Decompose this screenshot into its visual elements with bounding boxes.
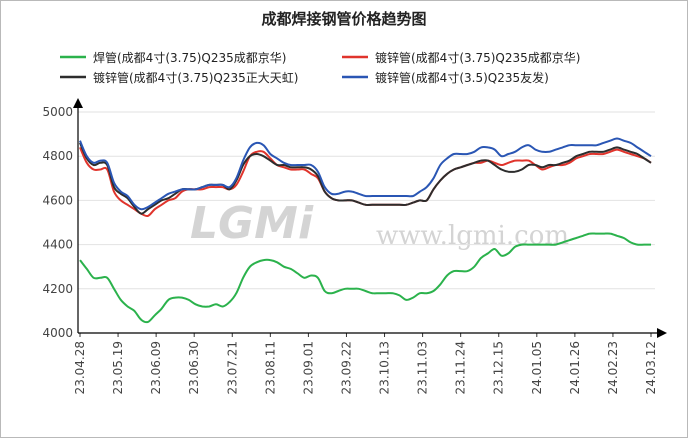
x-tick-label: 23.09.22 xyxy=(339,341,353,394)
series-line-4 xyxy=(79,137,652,211)
legend: 焊管(成都4寸(3.75)Q235成都京华) 镀锌管(成都4寸(3.75)Q235… xyxy=(60,50,580,85)
x-tick-label: 24.02.23 xyxy=(606,341,620,394)
y-axis-arrow xyxy=(73,98,83,108)
x-tick-label: 23.04.28 xyxy=(73,341,87,394)
x-tick-label: 23.10.13 xyxy=(378,341,392,394)
series-lines xyxy=(79,137,652,324)
legend-label: 焊管(成都4寸(3.75)Q235成都京华) xyxy=(93,50,286,65)
x-tick-label: 24.01.26 xyxy=(568,341,582,394)
x-tick-label: 23.11.24 xyxy=(454,341,468,394)
x-axis-ticks: 23.04.28 23.05.19 23.06.09 23.06.30 23.07.21… xyxy=(73,333,658,394)
x-tick-label: 23.11.03 xyxy=(416,341,430,394)
x-tick-label: 24.01.05 xyxy=(530,341,544,394)
x-tick-label: 23.09.01 xyxy=(301,341,315,394)
series-line-1 xyxy=(79,232,651,324)
chart-title: 成都焊接钢管价格趋势图 xyxy=(261,10,426,28)
x-tick-label: 24.03.12 xyxy=(644,341,658,394)
watermark: LGMi www.lgmi.com xyxy=(190,198,569,251)
x-tick-label: 23.06.09 xyxy=(149,341,163,394)
legend-label: 镀锌管(成都4寸(3.75)Q235正大天虹) xyxy=(93,70,298,85)
watermark-logo: LGMi xyxy=(190,198,314,249)
x-tick-label: 23.06.30 xyxy=(187,341,201,394)
x-tick-label: 23.05.19 xyxy=(111,341,125,394)
x-tick-label: 23.12.15 xyxy=(492,341,506,394)
y-tick-label: 4800 xyxy=(42,149,73,163)
y-tick-label: 4000 xyxy=(42,326,73,340)
y-tick-label: 4600 xyxy=(42,193,73,207)
x-tick-label: 23.07.21 xyxy=(225,341,239,394)
legend-label: 镀锌管(成都4寸(3.5)Q235友发) xyxy=(375,70,549,85)
x-axis-arrow xyxy=(657,328,667,338)
y-tick-label: 4400 xyxy=(42,238,73,252)
y-tick-label: 4200 xyxy=(42,282,73,296)
y-axis-ticks: 4000 4200 4400 4600 4800 5000 xyxy=(42,105,73,340)
axes xyxy=(73,98,667,338)
x-tick-label: 23.08.11 xyxy=(263,341,277,394)
legend-label: 镀锌管(成都4寸(3.75)Q235成都京华) xyxy=(375,50,580,65)
series-line-3 xyxy=(79,142,652,215)
watermark-url: www.lgmi.com xyxy=(376,221,569,251)
y-tick-label: 5000 xyxy=(42,105,73,119)
